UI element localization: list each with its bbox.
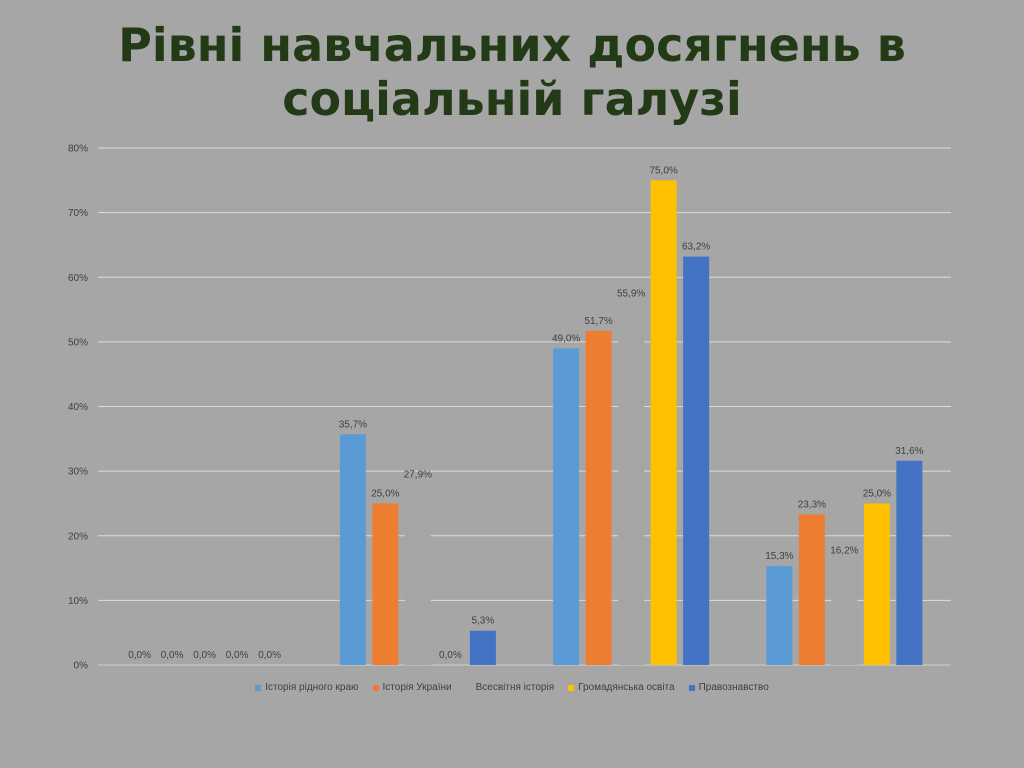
legend-item: Історія рідного краю — [255, 682, 359, 693]
data-label: 0,0% — [161, 650, 184, 661]
legend-label: Історія України — [382, 682, 452, 693]
bar — [404, 484, 431, 665]
bar — [553, 348, 580, 665]
bar — [585, 330, 612, 665]
data-label: 0,0% — [258, 650, 281, 661]
legend-item: Всесвітня історія — [465, 682, 555, 693]
data-label: 49,0% — [552, 333, 580, 344]
data-label: 25,0% — [863, 488, 891, 499]
y-tick-label: 40% — [68, 402, 88, 413]
bar — [766, 566, 793, 665]
data-label: 15,3% — [765, 551, 793, 562]
bar — [650, 180, 677, 665]
data-label: 0,0% — [439, 650, 462, 661]
bar — [896, 460, 923, 665]
legend-swatch — [568, 684, 575, 691]
bar — [831, 560, 858, 665]
legend-item: Правознавство — [688, 682, 769, 693]
bar — [618, 303, 645, 665]
data-label: 63,2% — [682, 242, 710, 253]
data-label: 25,0% — [371, 488, 399, 499]
data-label: 31,6% — [895, 446, 923, 457]
data-label: 0,0% — [128, 650, 151, 661]
data-label: 51,7% — [584, 316, 612, 327]
data-label: 75,0% — [649, 165, 677, 176]
slide-title: Рівні навчальних досягнень в соціальній … — [0, 18, 1024, 126]
bar — [339, 434, 366, 665]
legend-swatch — [255, 684, 262, 691]
legend-label: Історія рідного краю — [265, 682, 359, 693]
data-label: 55,9% — [617, 289, 645, 300]
data-label: 27,9% — [404, 470, 432, 481]
slide-title-line-1: Рівні навчальних досягнень в — [118, 18, 906, 72]
bar — [683, 256, 710, 665]
data-label: 0,0% — [226, 650, 249, 661]
bar — [372, 503, 399, 665]
legend-swatch — [688, 684, 695, 691]
legend-swatch — [465, 684, 472, 691]
y-tick-label: 10% — [68, 596, 88, 607]
slide-title-line-2: соціальній галузі — [282, 72, 742, 126]
y-tick-label: 80% — [68, 144, 88, 155]
y-tick-label: 20% — [68, 531, 88, 542]
y-tick-label: 70% — [68, 208, 88, 219]
y-tick-label: 60% — [68, 273, 88, 284]
bar — [863, 503, 890, 665]
data-label: 35,7% — [339, 419, 367, 430]
y-tick-label: 50% — [68, 337, 88, 348]
data-label: 23,3% — [798, 499, 826, 510]
bar — [798, 514, 825, 665]
data-label: 16,2% — [830, 545, 858, 556]
legend-label: Всесвітня історія — [475, 682, 555, 693]
y-tick-label: 0% — [74, 661, 89, 672]
bar — [469, 630, 496, 665]
data-label: 0,0% — [193, 650, 216, 661]
legend-item: Історія України — [372, 682, 452, 693]
y-tick-label: 30% — [68, 467, 88, 478]
chart-legend: Історія рідного краю Історія України Всесв… — [0, 682, 1024, 693]
legend-swatch — [372, 684, 379, 691]
legend-item: Громадянська освіта — [568, 682, 675, 693]
legend-label: Громадянська освіта — [578, 682, 675, 693]
data-label: 5,3% — [471, 616, 494, 627]
legend-label: Правознавство — [698, 682, 769, 693]
